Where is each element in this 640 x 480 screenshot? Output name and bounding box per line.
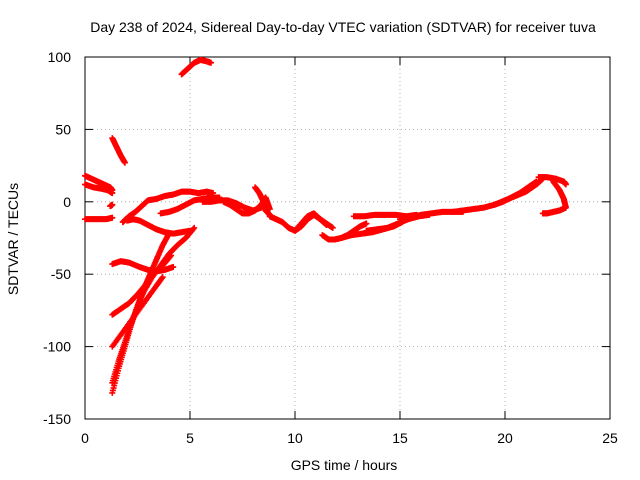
series-s19	[292, 210, 330, 234]
x-tick-label: 25	[602, 430, 618, 446]
series-s28	[539, 178, 569, 217]
data-point	[533, 178, 540, 185]
series-s25	[449, 175, 546, 215]
series-s2	[82, 181, 116, 197]
series-s1	[82, 172, 116, 194]
y-tick-labels: -150 -100 -50 0 50 100	[43, 49, 71, 427]
series-s17	[252, 184, 273, 218]
series-s13	[119, 188, 217, 226]
series-s10	[109, 274, 166, 350]
y-tick-label: -100	[43, 339, 71, 355]
y-tick-label: -150	[43, 411, 71, 427]
series-s6	[178, 56, 214, 78]
x-tick-label: 10	[287, 430, 303, 446]
data-points	[82, 56, 569, 396]
data-point	[109, 201, 116, 208]
y-tick-label: 50	[55, 121, 71, 137]
data-point	[191, 224, 198, 231]
data-point	[158, 275, 165, 282]
series-s27	[535, 174, 569, 188]
series-s11	[109, 258, 177, 275]
data-point	[323, 221, 330, 228]
series-s12	[124, 216, 193, 237]
series-s26	[491, 178, 540, 208]
y-tick-label: 100	[48, 49, 72, 65]
x-tick-label: 15	[392, 430, 408, 446]
grid-lines	[85, 57, 610, 419]
y-axis-label: SDTVAR / TECUs	[5, 183, 21, 295]
data-point	[159, 274, 166, 281]
x-axis-label: GPS time / hours	[291, 457, 398, 473]
data-point	[329, 224, 336, 231]
data-point	[170, 263, 177, 270]
data-point	[363, 220, 370, 227]
data-point	[187, 227, 193, 234]
data-point	[208, 59, 214, 66]
x-tick-label: 20	[497, 430, 513, 446]
series-s4	[107, 201, 116, 210]
y-tick-label: 0	[63, 194, 71, 210]
series-s5	[109, 135, 128, 166]
data-point	[109, 214, 116, 221]
data-point	[562, 181, 569, 188]
data-point	[167, 253, 174, 260]
y-tick-label: -50	[51, 266, 71, 282]
series-s3	[82, 214, 116, 223]
data-point	[168, 252, 175, 259]
data-point	[190, 225, 197, 232]
x-tick-label: 5	[186, 430, 194, 446]
plot-frame	[84, 56, 611, 420]
x-tick-label: 0	[81, 430, 89, 446]
series-s14	[157, 194, 223, 217]
x-tick-labels: 0 5 10 15 20 25	[81, 430, 618, 446]
data-point	[121, 159, 128, 166]
chart-title: Day 238 of 2024, Sidereal Day-to-day VTE…	[90, 19, 596, 35]
axis-ticks	[84, 56, 611, 420]
data-point	[109, 190, 116, 197]
data-point	[539, 210, 546, 217]
